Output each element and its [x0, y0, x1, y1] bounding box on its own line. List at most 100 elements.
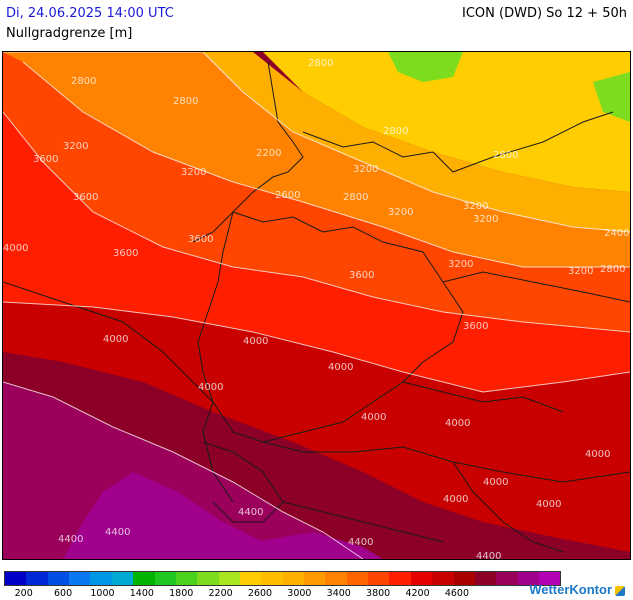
- border-poland: [442, 271, 630, 303]
- legend-tick-label: 1400: [129, 588, 154, 599]
- contour-label: 4400: [348, 537, 373, 548]
- contour-label: 3600: [349, 270, 374, 281]
- legend-color-cell: [111, 572, 134, 585]
- legend-color-cell: [517, 572, 539, 585]
- legend-tick-labels: 200 600 1000 1400 1800 2200 2600 3000 3400 3800 42…: [4, 588, 516, 600]
- legend-tick-label: 4200: [405, 588, 430, 599]
- legend-color-cell: [432, 572, 454, 585]
- border-france: [3, 281, 234, 503]
- map-fill-purple: [63, 472, 383, 559]
- contour-label: 3200: [568, 266, 593, 277]
- legend-tick-label: 3000: [287, 588, 312, 599]
- legend-color-cell: [453, 572, 475, 585]
- legend-color-cell: [325, 572, 347, 585]
- legend-tick-label: 3400: [326, 588, 351, 599]
- legend-color-cell: [154, 572, 176, 585]
- color-scale-legend: [4, 571, 562, 586]
- contour-label: 4000: [443, 494, 468, 505]
- legend-tick-label: 4600: [444, 588, 470, 599]
- contour-label: 4400: [238, 507, 263, 518]
- contour-label: 3200: [448, 259, 473, 270]
- legend-color-cell: [538, 572, 561, 585]
- border-germany: [197, 211, 464, 443]
- legend-color-cell: [133, 572, 155, 585]
- coastline-north-sea: [192, 61, 304, 243]
- contour-line: [3, 52, 630, 233]
- contour-label: 3200: [353, 164, 378, 175]
- legend-color-cell: [5, 572, 27, 585]
- contour-label: 3200: [473, 214, 498, 225]
- legend-tick-label: 1800: [169, 588, 194, 599]
- map-fill-redorange: [3, 52, 630, 332]
- legend-color-cell: [410, 572, 433, 585]
- legend-color-cell: [175, 572, 198, 585]
- legend-color-cell: [304, 572, 326, 585]
- contour-label: 3600: [73, 192, 98, 203]
- legend-tick-label: 1000: [90, 588, 115, 599]
- legend-color-cell: [496, 572, 518, 585]
- legend-color-cell: [239, 572, 262, 585]
- border-italy: [282, 501, 444, 543]
- contour-label: 4000: [361, 412, 386, 423]
- legend-color-cell: [90, 572, 112, 585]
- contour-label: 2600: [275, 190, 300, 201]
- valid-date-time: Di, 24.06.2025 14:00 UTC: [6, 6, 174, 21]
- contour-label: 4000: [445, 418, 470, 429]
- legend-tick-label: 2600: [247, 588, 273, 599]
- contour-label: 2800: [493, 150, 518, 161]
- contour-label: 3200: [388, 207, 413, 218]
- legend-color-cell: [389, 572, 411, 585]
- contour-label: 4000: [198, 382, 223, 393]
- legend-color-cell: [368, 572, 390, 585]
- country-borders: [3, 61, 630, 553]
- contour-line: [3, 301, 630, 393]
- contour-label: 4400: [58, 534, 83, 545]
- contour-lines: [3, 52, 630, 559]
- contour-label: 3200: [463, 201, 488, 212]
- contour-label: 4000: [103, 334, 128, 345]
- legend-color-cell: [261, 572, 283, 585]
- brand-name: WetterKontor: [529, 582, 612, 597]
- brand-logo: WetterKontor: [529, 582, 625, 597]
- contour-label: 3200: [63, 141, 88, 152]
- border-hungary: [452, 461, 564, 553]
- brand-mark-icon: [615, 585, 625, 596]
- model-run-label: ICON (DWD) So 12 + 50h: [462, 6, 627, 21]
- legend-color-cell: [197, 572, 219, 585]
- map-fill-orange: [3, 52, 630, 267]
- contour-label: 3600: [33, 154, 58, 165]
- contour-label: 4000: [585, 449, 610, 460]
- legend-tick-label: 3800: [366, 588, 391, 599]
- legend-color-cell: [47, 572, 70, 585]
- contour-label: 2800: [71, 76, 96, 87]
- contour-label: 2200: [256, 148, 281, 159]
- contour-label: 4400: [476, 551, 501, 559]
- legend-color-cell: [346, 572, 369, 585]
- contour-label: 3600: [188, 234, 213, 245]
- contour-label: 4000: [3, 243, 28, 254]
- map-fill-yellow: [263, 52, 630, 192]
- contour-label: 3200: [181, 167, 206, 178]
- border-austria: [262, 441, 630, 483]
- contour-label: 2800: [383, 126, 408, 137]
- map-fill-green: [388, 52, 630, 122]
- contour-label: 2400: [604, 228, 629, 239]
- legend-color-cell: [474, 572, 497, 585]
- coastline-baltic: [302, 111, 614, 173]
- contour-label: 4000: [536, 499, 561, 510]
- contour-label: 3600: [113, 248, 138, 259]
- contour-label: 4000: [328, 362, 353, 373]
- legend-tick-label: 600: [53, 588, 73, 599]
- freezing-level-map[interactable]: 2800 2800 2800 2800 3200 3200 2200 3200 …: [2, 51, 631, 560]
- contour-line: [3, 111, 630, 333]
- legend-color-cell: [282, 572, 305, 585]
- contour-label: 2800: [308, 58, 333, 69]
- contour-label: 4400: [105, 527, 130, 538]
- contour-label: 4000: [243, 336, 268, 347]
- legend-tick-label: 2200: [208, 588, 233, 599]
- legend-color-cell: [69, 572, 91, 585]
- contour-label: 2800: [343, 192, 368, 203]
- contour-labels: 2800 2800 2800 2800 3200 3200 2200 3200 …: [3, 58, 629, 559]
- contour-label: 2800: [173, 96, 198, 107]
- contour-line: [3, 381, 364, 559]
